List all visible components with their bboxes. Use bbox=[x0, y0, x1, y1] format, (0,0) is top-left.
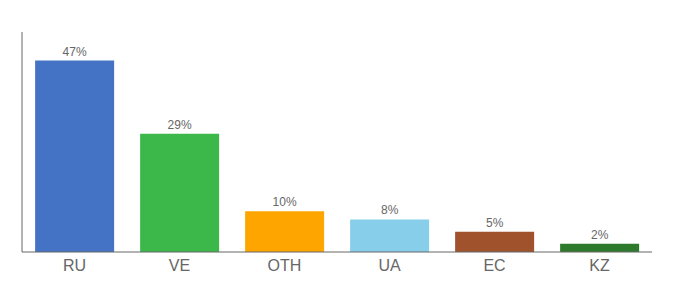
svg-text:RU: RU bbox=[63, 257, 86, 274]
svg-text:10%: 10% bbox=[273, 195, 297, 209]
svg-text:29%: 29% bbox=[168, 118, 192, 132]
svg-text:5%: 5% bbox=[486, 216, 504, 230]
svg-text:KZ: KZ bbox=[589, 257, 610, 274]
svg-text:UA: UA bbox=[378, 257, 401, 274]
svg-text:2%: 2% bbox=[591, 228, 609, 242]
svg-text:8%: 8% bbox=[381, 203, 399, 217]
svg-text:EC: EC bbox=[483, 257, 505, 274]
svg-text:47%: 47% bbox=[63, 45, 87, 59]
svg-text:VE: VE bbox=[169, 257, 190, 274]
svg-text:OTH: OTH bbox=[268, 257, 302, 274]
